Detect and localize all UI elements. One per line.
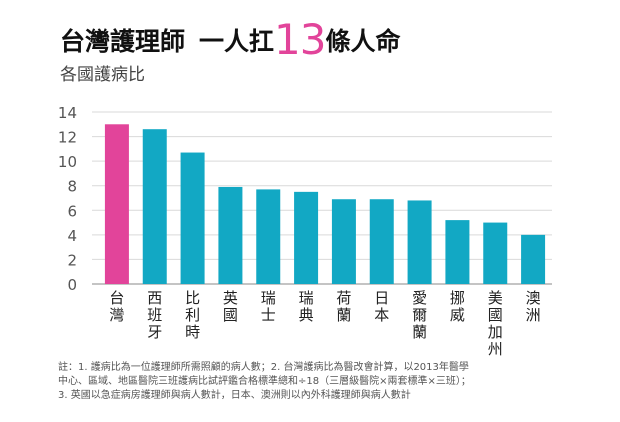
footnotes: 註：1. 護病比為一位護理師所需照顧的病人數；2. 台灣護病比為醫改會計算，以2…: [58, 361, 578, 403]
bar: [104, 124, 129, 285]
y-tick-label: 8: [67, 178, 77, 196]
title-part-3: 條人命: [325, 27, 401, 56]
x-tick-label: 西班牙: [147, 289, 162, 341]
footnote-line-3: 3. 英國以急症病房護理師與病人數計，日本、澳洲則以內外科護理師與病人數計: [58, 390, 411, 401]
x-tick-label: 美國加州: [488, 289, 503, 358]
title-part-1: 台灣護理師: [60, 27, 186, 56]
bar: [180, 152, 205, 284]
title-part-2: 一人扛: [199, 27, 275, 56]
y-tick-label: 14: [58, 104, 77, 122]
x-tick-label: 比利時: [185, 289, 200, 341]
bar: [294, 191, 319, 284]
bar: [256, 189, 281, 284]
x-tick-label: 瑞典: [299, 289, 314, 324]
bar: [142, 129, 167, 284]
bar: [445, 220, 470, 284]
y-tick-label: 6: [67, 202, 77, 220]
page-title: 台灣護理師 一人扛13條人命: [60, 19, 401, 62]
x-tick-label: 挪威: [450, 289, 465, 324]
x-tick-label: 日本: [374, 289, 389, 324]
x-tick-label: 荷蘭: [336, 289, 351, 324]
x-tick-label: 台灣: [109, 289, 124, 324]
y-tick-label: 0: [67, 276, 77, 294]
footnote-line-1: 註：1. 護病比為一位護理師所需照顧的病人數；2. 台灣護病比為醫改會計算，以2…: [58, 362, 469, 373]
y-tick-label: 12: [58, 129, 77, 147]
bar: [218, 186, 243, 284]
bar: [331, 199, 356, 284]
chart-subtitle: 各國護病比: [60, 65, 145, 85]
footnote-line-2: 中心、區域、地區醫院三班護病比試評鑑合格標準總和÷18（三層級醫院×兩套標準×三…: [58, 376, 471, 387]
y-tick-label: 4: [67, 227, 77, 245]
x-tick-label: 澳洲: [526, 289, 541, 324]
bar: [483, 222, 508, 284]
x-tick-label: 愛爾蘭: [412, 289, 427, 341]
y-tick-label: 10: [58, 153, 77, 171]
y-tick-label: 2: [67, 251, 77, 269]
bar: [369, 199, 394, 284]
bar: [521, 234, 546, 284]
x-tick-label: 瑞士: [261, 289, 276, 324]
bar: [407, 200, 432, 284]
x-tick-label: 英國: [223, 289, 238, 324]
title-highlight-number: 13: [274, 15, 326, 64]
